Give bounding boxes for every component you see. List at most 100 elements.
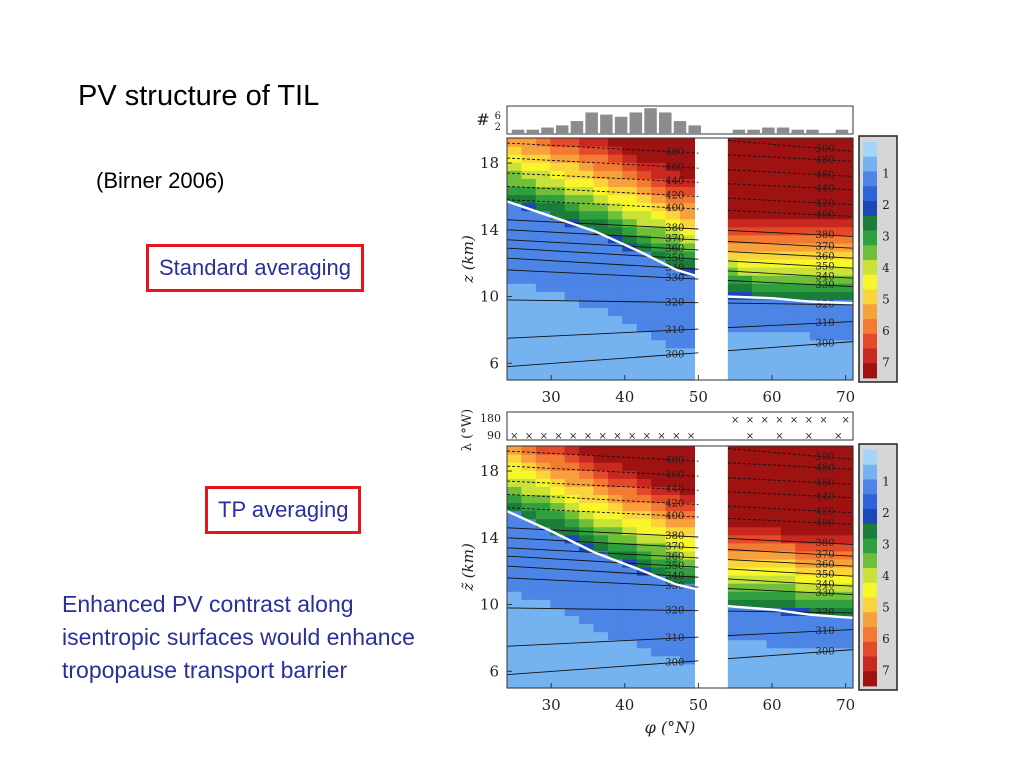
upper-pv-cell	[665, 178, 681, 187]
upper-pv-cell	[752, 194, 768, 204]
upper-pv-cell	[636, 202, 652, 212]
upper-pv-cell	[607, 186, 623, 196]
upper-isentrope-420	[727, 197, 854, 206]
upper-pv-cell	[795, 299, 811, 308]
lower-pv-cell	[622, 615, 638, 625]
upper-pv-cell	[809, 315, 825, 325]
lower-isentrope-label: 360	[815, 560, 834, 571]
lower-pv-cell	[607, 486, 623, 495]
lower-pv-cell	[521, 494, 537, 504]
upper-pv-cell	[622, 323, 638, 333]
upper-pv-cell	[737, 162, 753, 171]
upper-pv-cell	[535, 146, 551, 155]
lower-pv-cell	[564, 494, 580, 504]
lower-pv-cell	[838, 631, 854, 641]
strip-marker: ×	[760, 415, 768, 426]
lower-pv-cell	[593, 502, 609, 512]
lower-cb-tick: 7	[882, 663, 890, 677]
lower-pv-cell	[636, 647, 652, 657]
upper-pv-cell	[809, 331, 825, 341]
upper-pv-cell	[723, 138, 739, 147]
lower-pv-cell	[824, 526, 840, 536]
lower-pv-cell	[507, 575, 523, 584]
upper-pv-cell	[579, 275, 595, 284]
upper-pv-cell	[622, 299, 638, 308]
lower-pv-cell	[651, 663, 667, 673]
upper-pv-cell	[564, 291, 580, 300]
upper-pv-cell	[507, 347, 523, 357]
upper-pv-cell	[766, 315, 782, 325]
upper-pv-cell	[579, 234, 595, 244]
hist-bar	[806, 129, 819, 134]
upper-pv-cell	[607, 234, 623, 244]
upper-pv-cell	[737, 146, 753, 155]
lower-pv-cell	[607, 583, 623, 592]
strip-marker: ×	[613, 431, 621, 442]
upper-pv-cell	[550, 307, 566, 317]
upper-pv-cell	[737, 371, 753, 381]
upper-pv-cell	[780, 315, 796, 325]
lower-cb-tick: 5	[882, 600, 890, 614]
lower-pv-cell	[824, 575, 840, 584]
strip-marker: ×	[775, 415, 783, 426]
upper-pv-cell	[809, 170, 825, 179]
upper-cb-swatch	[863, 230, 877, 246]
lower-pv-cell	[579, 518, 595, 528]
strip-marker: ×	[643, 431, 651, 442]
upper-pv-cell	[550, 355, 566, 365]
lower-pv-cell	[607, 526, 623, 536]
upper-pv-cell	[665, 194, 681, 204]
lower-pv-cell	[665, 631, 681, 641]
lower-pv-cell	[636, 542, 652, 552]
lower-pv-cell	[579, 599, 595, 608]
lower-pv-cell	[564, 462, 580, 471]
lower-pv-cell	[593, 534, 609, 544]
lower-pv-cell	[809, 494, 825, 504]
lower-pv-cell	[550, 623, 566, 633]
upper-pv-cell	[795, 291, 811, 300]
upper-pv-cell	[535, 138, 551, 147]
upper-pv-cell	[521, 267, 537, 276]
upper-pv-cell	[564, 323, 580, 333]
upper-pv-cell	[550, 339, 566, 349]
upper-pv-cell	[766, 371, 782, 381]
upper-pv-cell	[723, 307, 739, 317]
upper-pv-cell	[550, 162, 566, 171]
upper-pv-cell	[593, 267, 609, 276]
lower-pv-cell	[564, 607, 580, 616]
upper-pv-cell	[622, 275, 638, 284]
upper-pv-cell	[651, 259, 667, 268]
upper-pv-cell	[824, 170, 840, 179]
upper-pv-cell	[766, 186, 782, 196]
lower-pv-cell	[579, 478, 595, 487]
upper-pv-cell	[636, 339, 652, 349]
upper-pv-cell	[507, 146, 523, 155]
lower-isentrope-label: 310	[665, 633, 684, 644]
upper-pv-cell	[593, 299, 609, 308]
lower-pv-cell	[780, 679, 796, 689]
upper-isentrope-label: 300	[815, 339, 834, 350]
lower-pv-cell	[579, 615, 595, 625]
lower-isentrope-360	[506, 547, 699, 559]
upper-pv-cell	[752, 267, 768, 276]
lower-pv-cell	[766, 631, 782, 641]
upper-pv-cell	[593, 291, 609, 300]
hist-bar	[688, 125, 701, 134]
upper-pv-cell	[665, 234, 681, 244]
lower-pv-cell	[766, 542, 782, 552]
upper-pv-cell	[564, 138, 580, 147]
lower-pv-cell	[507, 607, 523, 616]
strip-marker: ×	[805, 431, 813, 442]
upper-pv-cell	[752, 291, 768, 300]
upper-pv-cell	[780, 210, 796, 220]
lower-pv-cell	[607, 454, 623, 463]
lower-pv-cell	[737, 494, 753, 504]
upper-pv-cell	[636, 194, 652, 204]
lower-isentrope-label: 350	[665, 561, 684, 572]
upper-pv-cell	[838, 283, 854, 292]
lower-pv-cell	[723, 534, 739, 544]
lower-pv-cell	[550, 679, 566, 689]
lower-isentrope-label: 500	[815, 452, 834, 463]
upper-pv-cell	[550, 283, 566, 292]
upper-pv-cell	[550, 291, 566, 300]
